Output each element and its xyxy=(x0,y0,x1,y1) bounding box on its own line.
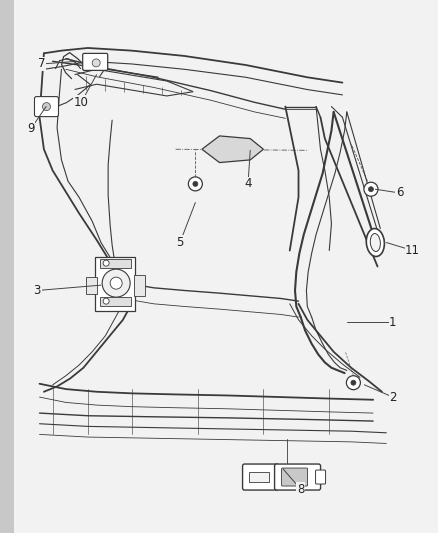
Text: 10: 10 xyxy=(74,96,88,109)
FancyBboxPatch shape xyxy=(315,470,325,484)
Circle shape xyxy=(363,182,377,196)
FancyBboxPatch shape xyxy=(248,472,268,482)
Text: 7: 7 xyxy=(38,58,46,70)
Bar xyxy=(0,0,14,533)
Circle shape xyxy=(103,260,109,266)
Ellipse shape xyxy=(370,233,379,252)
FancyBboxPatch shape xyxy=(82,53,107,70)
Ellipse shape xyxy=(365,229,384,256)
Circle shape xyxy=(42,102,50,111)
FancyBboxPatch shape xyxy=(95,257,135,311)
FancyBboxPatch shape xyxy=(85,277,96,294)
Text: 2: 2 xyxy=(388,391,396,403)
Circle shape xyxy=(192,181,198,187)
Text: 4: 4 xyxy=(244,177,251,190)
Polygon shape xyxy=(201,136,263,163)
Circle shape xyxy=(188,177,202,191)
FancyBboxPatch shape xyxy=(99,297,131,305)
Circle shape xyxy=(110,277,122,289)
Text: 9: 9 xyxy=(27,123,35,135)
Circle shape xyxy=(92,59,100,67)
Circle shape xyxy=(367,187,373,192)
FancyBboxPatch shape xyxy=(35,96,58,117)
FancyBboxPatch shape xyxy=(133,274,144,296)
FancyBboxPatch shape xyxy=(281,468,307,486)
FancyBboxPatch shape xyxy=(99,259,131,268)
Text: 3: 3 xyxy=(34,284,41,297)
Text: 6: 6 xyxy=(395,187,403,199)
FancyBboxPatch shape xyxy=(242,464,278,490)
Circle shape xyxy=(350,380,355,385)
Circle shape xyxy=(103,298,109,304)
FancyBboxPatch shape xyxy=(274,464,320,490)
Text: 11: 11 xyxy=(404,244,419,257)
Circle shape xyxy=(346,376,360,390)
Text: 1: 1 xyxy=(388,316,396,329)
Text: 8: 8 xyxy=(297,483,304,496)
Text: 5: 5 xyxy=(176,236,183,249)
Circle shape xyxy=(102,269,130,297)
